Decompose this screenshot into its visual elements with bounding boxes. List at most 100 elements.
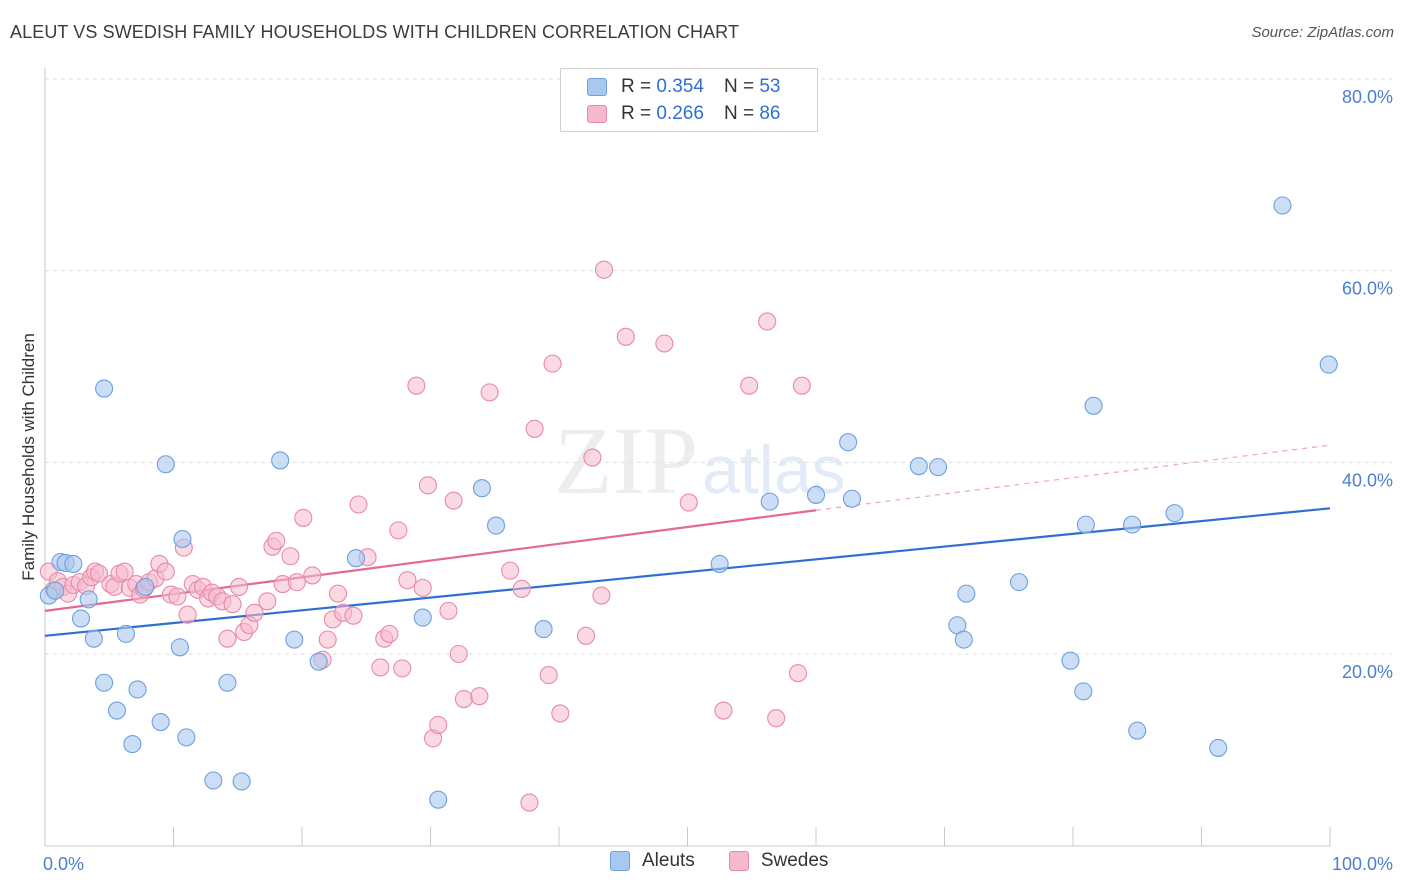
data-point-swedes (303, 566, 322, 585)
data-point-swedes (328, 584, 348, 603)
data-point-aleuts (346, 549, 366, 568)
legend-r-value: 0.354 (656, 76, 704, 97)
data-point-swedes (539, 666, 558, 685)
data-point-aleuts (95, 379, 114, 398)
data-point-swedes (655, 334, 674, 353)
data-point-swedes (679, 493, 698, 512)
data-point-aleuts (760, 492, 779, 511)
legend-row-aleuts: R = 0.354 N = 53 (587, 75, 780, 99)
data-point-swedes (398, 571, 417, 590)
data-point-aleuts (1123, 515, 1142, 534)
data-point-swedes (245, 603, 264, 622)
data-point-aleuts (1319, 355, 1338, 374)
tick-labels: 20.0% 40.0% 60.0% 80.0% 0.0% 100.0% Family Hou… (19, 87, 1393, 874)
data-point-swedes (371, 658, 390, 677)
data-point-aleuts (1061, 651, 1080, 670)
data-point-swedes (592, 586, 611, 605)
legend-item-aleuts: Aleuts (610, 850, 695, 872)
data-point-aleuts (232, 772, 251, 791)
legend-swatch-aleuts (610, 851, 630, 871)
data-point-swedes (389, 521, 408, 540)
data-point-aleuts (1009, 573, 1029, 592)
x-tick-label-max: 100.0% (1332, 854, 1393, 874)
data-point-aleuts (839, 433, 858, 452)
data-point-swedes (576, 626, 596, 645)
data-point-swedes (429, 715, 448, 734)
source-label: Source: ZipAtlas.com (1251, 24, 1394, 41)
data-point-aleuts (486, 516, 506, 535)
axes (44, 68, 1331, 847)
data-point-aleuts (71, 609, 91, 628)
data-point-aleuts (472, 479, 491, 498)
data-point-aleuts (534, 620, 553, 639)
legend-swatch-swedes (728, 851, 749, 871)
data-point-aleuts (929, 458, 948, 477)
y-tick-label: 20.0% (1342, 662, 1393, 682)
data-point-aleuts (429, 790, 448, 809)
data-point-aleuts (204, 771, 223, 790)
data-point-aleuts (64, 554, 83, 573)
data-point-swedes (407, 376, 426, 395)
data-point-aleuts (710, 554, 729, 573)
data-point-swedes (551, 704, 570, 723)
data-point-aleuts (1074, 682, 1093, 701)
legend-item-swedes: Swedes (728, 850, 829, 872)
data-point-aleuts (151, 712, 170, 732)
data-point-swedes (594, 260, 614, 279)
chart-title: ALEUT VS SWEDISH FAMILY HOUSEHOLDS WITH … (10, 22, 740, 42)
data-point-aleuts (136, 577, 155, 596)
data-point-swedes (115, 562, 134, 581)
series-aleuts (39, 196, 1338, 809)
data-point-aleuts (46, 581, 65, 600)
data-point-swedes (740, 376, 759, 395)
data-point-swedes (501, 561, 520, 580)
data-point-aleuts (170, 638, 189, 657)
data-point-swedes (281, 547, 300, 566)
data-point-swedes (294, 508, 313, 527)
data-point-swedes (223, 595, 242, 614)
legend-r-label: R = (621, 103, 652, 124)
data-point-swedes (418, 476, 437, 495)
legend-label-aleuts: Aleuts (642, 850, 695, 871)
data-point-swedes (439, 601, 458, 620)
legend-label-swedes: Swedes (760, 850, 829, 871)
data-point-aleuts (413, 608, 432, 627)
legend-r-value: 0.266 (656, 103, 704, 124)
correlation-legend: R = 0.354 N = 53 R = 0.266 N = 86 (560, 68, 818, 132)
data-point-aleuts (79, 590, 98, 609)
data-point-aleuts (1209, 738, 1228, 757)
data-point-aleuts (954, 630, 973, 649)
x-tick-label-min: 0.0% (43, 854, 84, 874)
data-point-aleuts (957, 584, 976, 603)
data-point-swedes (512, 579, 531, 598)
data-point-aleuts (842, 489, 862, 508)
watermark-zip: ZIP (554, 407, 698, 514)
legend-n-value: 86 (759, 103, 781, 124)
data-point-swedes (449, 644, 468, 664)
data-point-swedes (520, 793, 539, 812)
data-point-swedes (767, 709, 786, 728)
data-point-aleuts (177, 728, 196, 747)
y-tick-label: 80.0% (1342, 87, 1393, 107)
legend-n-label: N = (723, 103, 755, 124)
data-point-swedes (349, 495, 368, 514)
y-axis-label: Family Households with Children (19, 333, 38, 581)
data-point-swedes (616, 327, 635, 346)
data-point-swedes (525, 419, 544, 438)
data-point-aleuts (84, 629, 103, 648)
data-point-aleuts (123, 735, 142, 754)
data-point-swedes (444, 491, 463, 510)
data-point-aleuts (1165, 504, 1184, 523)
trend-line-swedes-extended (815, 444, 1331, 511)
data-point-swedes (267, 531, 286, 550)
data-point-swedes (393, 659, 412, 678)
data-point-aleuts (107, 701, 127, 720)
data-point-aleuts (271, 451, 290, 470)
data-point-swedes (380, 624, 399, 643)
data-point-aleuts (309, 652, 328, 671)
data-point-aleuts (1273, 196, 1292, 215)
data-point-swedes (156, 562, 175, 581)
data-point-swedes (792, 376, 811, 395)
data-point-swedes (168, 587, 187, 606)
